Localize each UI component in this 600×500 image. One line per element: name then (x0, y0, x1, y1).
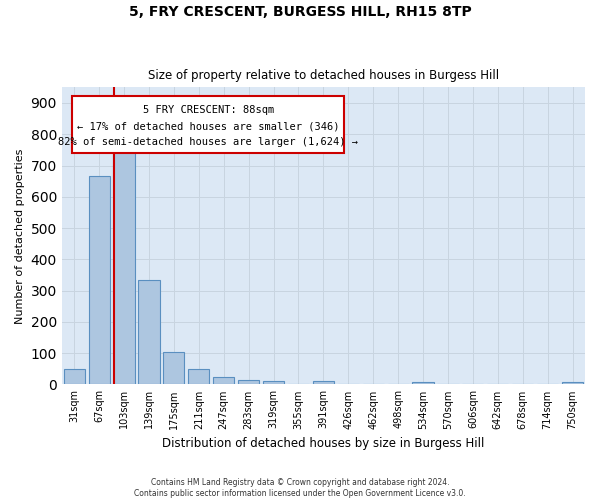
Bar (238, 380, 259, 384)
Text: 5 FRY CRESCENT: 88sqm: 5 FRY CRESCENT: 88sqm (143, 105, 274, 115)
Bar (64, 369, 85, 384)
Bar (163, 352, 184, 384)
Bar (412, 382, 434, 384)
Bar (188, 369, 209, 384)
Bar (139, 280, 160, 384)
Text: ← 17% of detached houses are smaller (346): ← 17% of detached houses are smaller (34… (77, 122, 340, 132)
Bar (113, 150, 134, 384)
Bar (213, 376, 235, 384)
Text: 5, FRY CRESCENT, BURGESS HILL, RH15 8TP: 5, FRY CRESCENT, BURGESS HILL, RH15 8TP (128, 5, 472, 19)
Title: Size of property relative to detached houses in Burgess Hill: Size of property relative to detached ho… (148, 69, 499, 82)
FancyBboxPatch shape (72, 96, 344, 152)
Bar (263, 382, 284, 384)
Y-axis label: Number of detached properties: Number of detached properties (15, 148, 25, 324)
Bar (313, 382, 334, 384)
Text: 82% of semi-detached houses are larger (1,624) →: 82% of semi-detached houses are larger (… (58, 138, 358, 147)
X-axis label: Distribution of detached houses by size in Burgess Hill: Distribution of detached houses by size … (162, 437, 485, 450)
Bar (562, 382, 583, 384)
Bar (89, 176, 110, 384)
Text: Contains HM Land Registry data © Crown copyright and database right 2024.
Contai: Contains HM Land Registry data © Crown c… (134, 478, 466, 498)
